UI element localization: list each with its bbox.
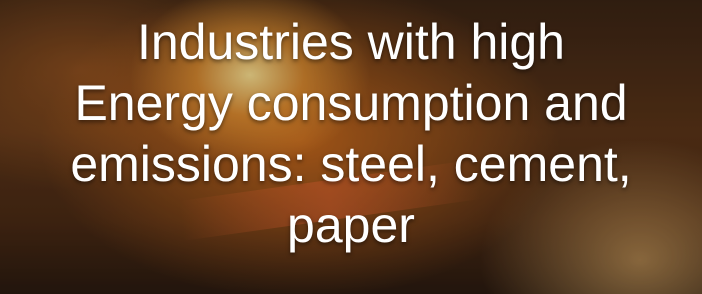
title-line: Energy consumption and xyxy=(0,73,702,134)
title-line: emissions: steel, cement, xyxy=(0,134,702,195)
slide: Industries with high Energy consumption … xyxy=(0,0,702,294)
title-line: paper xyxy=(0,195,702,256)
slide-title: Industries with high Energy consumption … xyxy=(0,12,702,256)
page: {"title": {"lines": ["Industries with hi… xyxy=(0,0,702,294)
title-line: Industries with high xyxy=(0,12,702,73)
